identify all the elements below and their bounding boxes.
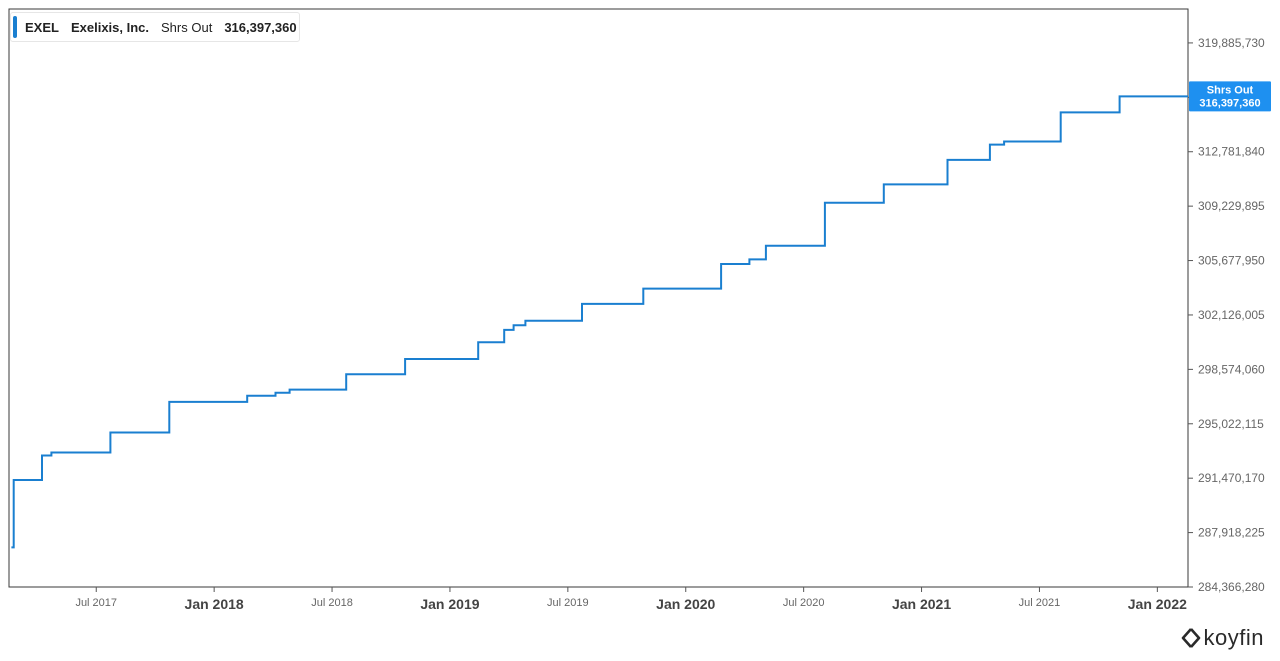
x-tick-label: Jan 2022 [1128,596,1187,612]
last-value-tag: Shrs Out 316,397,360 [1189,81,1271,112]
y-tick-label: 319,885,730 [1198,36,1265,50]
x-tick-label: Jul 2019 [547,597,589,609]
y-tick-label: 284,366,280 [1198,580,1265,594]
last-value-tag-background [1189,81,1271,112]
legend-ticker: EXEL [25,19,59,35]
x-tick-label: Jan 2018 [185,596,244,612]
x-axis: Jul 2017 Jan 2018 Jul 2018 Jan 2019 Jul 2019… [75,587,1187,612]
plot-frame [8,8,1189,588]
x-tick-label: Jan 2019 [420,596,479,612]
legend-metric-value: 316,397,360 [224,19,297,35]
last-value-tag-label: Shrs Out [1207,84,1254,96]
y-tick-label: 295,022,115 [1198,417,1264,431]
x-tick-label: Jul 2017 [75,597,117,609]
y-tick-label: 312,781,840 [1198,145,1265,159]
koyfin-logo: koyfin [1181,625,1264,651]
x-tick-label: Jul 2018 [311,597,353,609]
y-tick-label: 291,470,170 [1198,471,1265,485]
series-line-shrs-out [11,95,1188,549]
legend-metric-name: Shrs Out [161,19,213,35]
x-tick-label: Jan 2020 [656,596,715,612]
x-tick-label: Jul 2021 [1019,597,1061,609]
last-value-tag-value: 316,397,360 [1199,97,1260,109]
y-tick-label: 302,126,005 [1198,308,1265,322]
x-tick-label: Jan 2021 [892,596,951,612]
koyfin-logo-icon [1181,628,1200,648]
series-color-swatch [13,16,17,38]
x-tick-label: Jul 2020 [783,597,825,609]
y-axis: 284,366,280 287,918,225 291,470,170 295,022… [1188,36,1265,594]
y-tick-label: 309,229,895 [1198,199,1265,213]
koyfin-wordmark: koyfin [1203,625,1264,650]
legend-company-name: Exelixis, Inc. [70,19,150,35]
y-tick-label: 287,918,225 [1198,526,1265,540]
legend[interactable]: EXEL Exelixis, Inc. Shrs Out 316,397,360 [10,12,300,42]
y-tick-label: 305,677,950 [1198,254,1265,268]
y-tick-label: 298,574,060 [1198,362,1265,376]
